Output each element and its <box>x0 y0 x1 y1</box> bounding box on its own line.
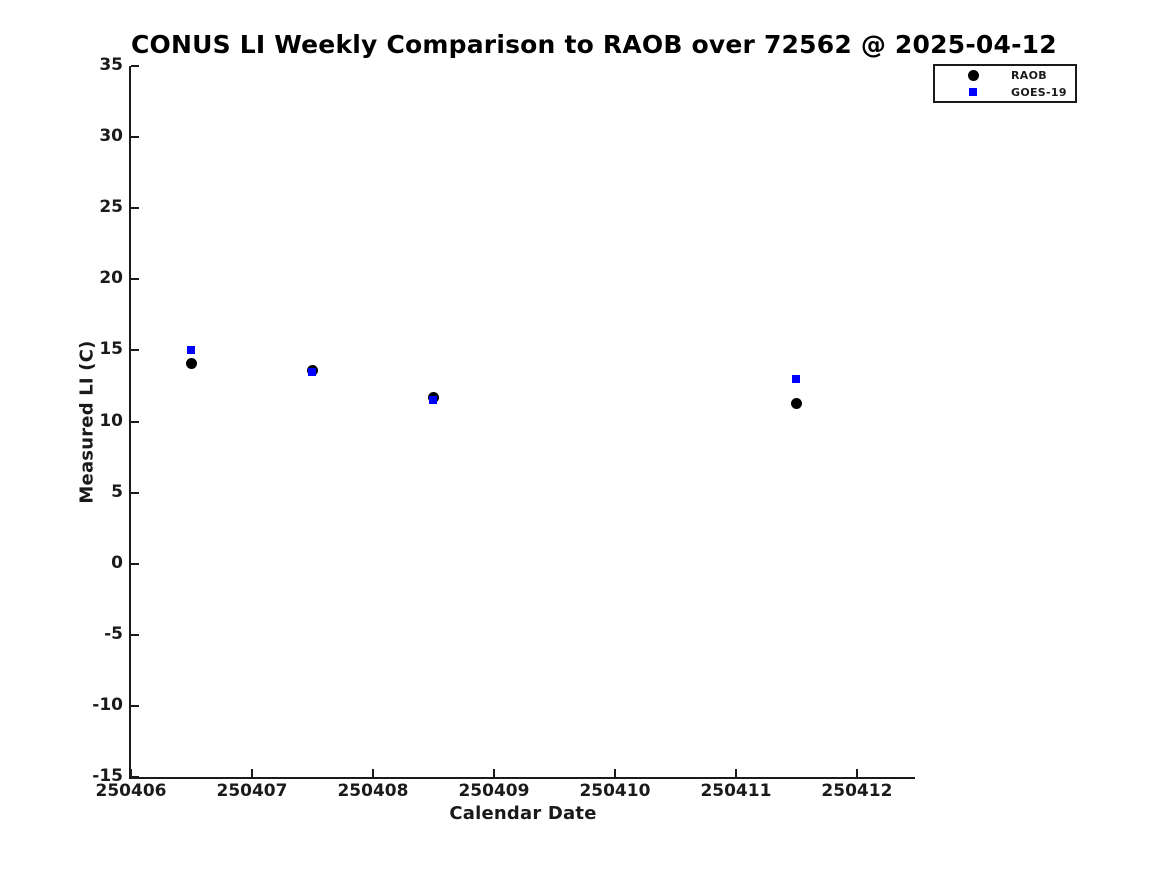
data-point-raob <box>790 397 802 409</box>
y-tick-label: -10 <box>92 694 123 715</box>
x-tick-label: 250408 <box>337 781 409 801</box>
x-tick-label: 250409 <box>458 781 530 801</box>
chart-title: CONUS LI Weekly Comparison to RAOB over … <box>131 30 1057 59</box>
y-tick-label: 5 <box>111 481 123 502</box>
y-tick <box>131 349 139 352</box>
legend-row: RAOB <box>935 68 1075 83</box>
legend-marker-cell <box>935 69 1011 81</box>
y-tick <box>131 562 139 565</box>
y-tick <box>131 136 139 139</box>
legend: RAOB GOES-19 <box>933 64 1077 103</box>
y-tick-label: 10 <box>99 410 123 431</box>
legend-row: GOES-19 <box>935 85 1075 100</box>
x-tick <box>130 769 132 777</box>
y-tick <box>131 207 139 210</box>
x-tick-label: 250406 <box>95 781 167 801</box>
x-tick <box>855 769 858 777</box>
x-tick-label: 250410 <box>579 781 651 801</box>
legend-label: RAOB <box>1011 68 1047 82</box>
x-tick <box>492 769 495 777</box>
x-axis-label: Calendar Date <box>449 803 597 824</box>
y-tick-label: -15 <box>92 766 123 786</box>
x-tick <box>734 769 737 777</box>
data-point-raob <box>185 357 197 369</box>
y-tick-label: 25 <box>99 197 123 218</box>
legend-label: GOES-19 <box>1011 85 1067 99</box>
x-tick <box>371 769 374 777</box>
x-tick <box>613 769 616 777</box>
x-tick-label: 250411 <box>700 781 772 801</box>
legend-square-icon <box>969 88 977 96</box>
y-tick-label: -5 <box>104 623 123 644</box>
legend-marker-cell <box>935 88 1011 96</box>
y-tick <box>131 633 139 636</box>
y-tick <box>131 776 139 778</box>
data-point-goes-19 <box>429 396 438 405</box>
x-tick <box>250 769 253 777</box>
y-tick <box>131 420 139 423</box>
y-tick-label: 30 <box>99 126 123 147</box>
y-tick <box>131 278 139 281</box>
data-point-goes-19 <box>308 367 317 376</box>
data-point-goes-19 <box>792 374 801 383</box>
y-tick <box>131 65 139 67</box>
data-point-goes-19 <box>187 346 196 355</box>
y-tick-label: 0 <box>111 552 123 573</box>
x-tick-label: 250407 <box>216 781 288 801</box>
y-tick <box>131 704 139 707</box>
plot-area: 250406 250407 250408 250409 250410 250411 2504… <box>92 55 915 801</box>
y-tick-label: 35 <box>99 55 123 75</box>
y-tick-label: 20 <box>99 268 123 289</box>
y-tick-label: 15 <box>99 339 123 360</box>
x-tick-label: 250412 <box>821 781 893 801</box>
legend-circle-icon <box>967 69 979 81</box>
y-tick <box>131 491 139 494</box>
